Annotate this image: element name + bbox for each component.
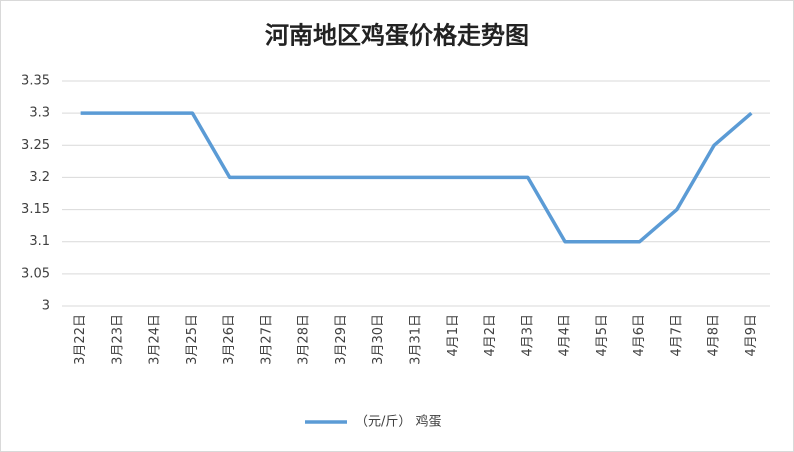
x-tick-label: 3月28日 [297,314,312,365]
line-series [80,111,753,244]
x-tick-label: 3月26日 [222,314,237,365]
y-tick-label: 3.25 [21,138,50,153]
x-tick-label: 4月6日 [632,314,647,357]
x-tick-label: 3月31日 [409,314,424,365]
x-tick-label: 4月4日 [558,314,573,357]
x-tick-label: 4月2日 [483,314,498,357]
y-tick-label: 3.15 [21,202,50,217]
x-tick-label: 3月25日 [185,314,200,365]
x-tick-label: 4月7日 [669,314,684,357]
y-tick-label: 3 [42,299,50,314]
legend-label: （元/斤） 鸡蛋 [355,414,442,430]
x-tick-label: 3月22日 [73,314,88,365]
x-tick-label: 4月9日 [744,314,759,357]
x-tick-label: 4月3日 [520,314,535,357]
y-tick-label: 3.1 [29,234,50,249]
y-tick-label: 3.2 [29,170,50,185]
y-tick-label: 3.05 [21,266,50,281]
x-tick-label: 3月29日 [334,314,349,365]
x-tick-label: 3月30日 [371,314,386,365]
x-tick-label: 4月5日 [595,314,610,357]
x-tick-label: 4月8日 [707,314,722,357]
x-tick-label: 3月24日 [148,314,163,365]
chart-title: 河南地区鸡蛋价格走势图 [265,21,529,50]
x-tick-label: 3月23日 [110,314,125,365]
y-tick-label: 3.3 [29,106,50,121]
x-tick-label: 4月1日 [446,314,461,357]
y-tick-label: 3.35 [21,74,50,89]
x-tick-label: 3月27日 [259,314,274,365]
